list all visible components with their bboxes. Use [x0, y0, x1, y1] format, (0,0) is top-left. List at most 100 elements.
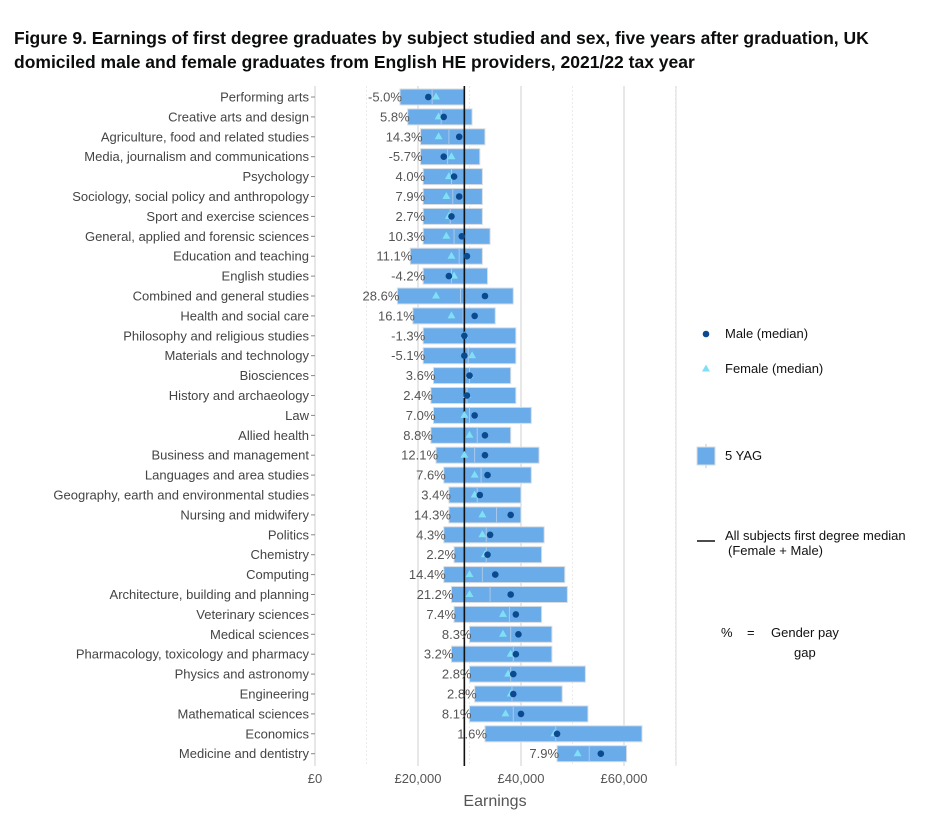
- category-label: Geography, earth and environmental studi…: [53, 488, 309, 503]
- pay-gap-label: 2.8%: [447, 687, 477, 702]
- legend-male-marker: [702, 330, 710, 338]
- category-label: Sport and exercise sciences: [146, 209, 309, 224]
- female-median-marker: [447, 251, 456, 259]
- male-median-marker: [425, 93, 432, 101]
- chart-title: Figure 9. Earnings of first degree gradu…: [14, 28, 869, 72]
- x-tick-label: £60,000: [601, 771, 648, 786]
- earnings-bar: [556, 745, 628, 763]
- bar-layer: [396, 88, 643, 763]
- female-median-marker: [442, 231, 451, 239]
- legend-median-label-2: (Female + Male): [728, 543, 823, 558]
- legend-female-marker: [702, 364, 710, 372]
- earnings-bar: [409, 247, 483, 265]
- earnings-bar: [396, 287, 514, 305]
- category-label: Mathematical sciences: [178, 706, 310, 721]
- female-median-marker: [460, 450, 469, 458]
- male-median-marker: [471, 412, 478, 419]
- male-median-marker: [440, 113, 448, 121]
- earnings-bar: [443, 526, 545, 544]
- male-median-marker: [512, 611, 520, 618]
- female-median-marker: [447, 152, 456, 160]
- category-label: Politics: [268, 527, 310, 542]
- male-median-marker: [491, 571, 499, 578]
- male-median-marker: [484, 551, 491, 558]
- pay-gap-label: 2.4%: [403, 388, 433, 403]
- category-label: Medical sciences: [210, 627, 309, 642]
- legend-pct-equals: =: [747, 625, 755, 640]
- x-tick-label: £40,000: [498, 771, 545, 786]
- male-median-marker: [509, 670, 517, 678]
- female-median-marker: [573, 749, 582, 757]
- label-layer: £0 £20,000 £40,000 £60,000 Performing arts -5…: [53, 90, 647, 787]
- category-label: Sociology, social policy and anthropolog…: [72, 189, 309, 204]
- pay-gap-label: 14.3%: [386, 129, 423, 144]
- category-label: Performing arts: [220, 90, 309, 105]
- male-median-marker: [507, 591, 514, 598]
- pay-gap-label: 21.2%: [417, 587, 454, 602]
- male-median-marker: [455, 133, 463, 141]
- category-label: Business and management: [151, 448, 309, 463]
- pay-gap-label: 4.0%: [396, 169, 426, 184]
- earnings-bar: [453, 546, 543, 564]
- male-median-marker: [455, 193, 463, 200]
- earnings-bar: [412, 307, 496, 325]
- male-median-marker: [463, 392, 471, 399]
- female-median-marker: [478, 510, 487, 518]
- earnings-bar: [448, 486, 522, 504]
- male-median-marker: [507, 511, 514, 519]
- earnings-bar: [474, 685, 563, 703]
- earnings-bar: [453, 605, 543, 623]
- pay-gap-label: 14.3%: [414, 507, 451, 522]
- female-median-marker: [465, 590, 474, 597]
- male-median-marker: [448, 213, 455, 220]
- category-label: Allied health: [238, 428, 309, 443]
- male-median-marker: [481, 451, 489, 459]
- male-median-marker: [509, 690, 517, 698]
- pay-gap-label: 11.1%: [376, 249, 412, 264]
- pay-gap-label: 3.4%: [421, 488, 451, 503]
- category-label: General, applied and forensic sciences: [85, 229, 310, 244]
- earnings-bar: [469, 665, 586, 683]
- female-median-marker: [460, 410, 469, 418]
- category-label: Materials and technology: [164, 348, 309, 363]
- pay-gap-label: -1.3%: [391, 328, 425, 343]
- legend-median-label-1: All subjects first degree median: [725, 528, 906, 543]
- legend-bar-swatch: [696, 446, 716, 466]
- category-label: Media, journalism and communications: [84, 149, 309, 164]
- pay-gap-label: 14.4%: [409, 567, 446, 582]
- earnings-bar: [484, 725, 643, 743]
- category-label: Law: [285, 408, 309, 423]
- category-label: Architecture, building and planning: [110, 587, 309, 602]
- male-median-marker: [445, 272, 453, 280]
- pay-gap-label: 7.9%: [396, 189, 426, 204]
- category-label: Health and social care: [180, 308, 309, 323]
- female-median-marker: [434, 132, 443, 140]
- legend-female-label: Female (median): [725, 361, 823, 376]
- male-median-marker: [486, 531, 494, 539]
- category-label: Veterinary sciences: [196, 607, 309, 622]
- pay-gap-label: 7.4%: [426, 607, 456, 622]
- pay-gap-label: 5.8%: [380, 109, 410, 124]
- female-median-marker: [432, 92, 441, 100]
- pay-gap-label: -5.7%: [389, 149, 423, 164]
- male-median-marker: [440, 153, 448, 160]
- male-median-marker: [484, 471, 491, 479]
- earnings-bar: [469, 705, 589, 723]
- pay-gap-label: 1.6%: [457, 726, 487, 741]
- x-tick-label: £20,000: [395, 771, 442, 786]
- grid-layer: [311, 86, 677, 766]
- category-label: Biosciences: [240, 368, 310, 383]
- female-median-marker: [465, 430, 474, 438]
- category-label: Philosophy and religious studies: [123, 328, 309, 343]
- earnings-bar: [430, 387, 517, 404]
- pay-gap-label: 4.3%: [416, 527, 446, 542]
- category-label: Psychology: [243, 169, 310, 184]
- male-median-marker: [450, 173, 458, 180]
- male-median-marker: [553, 730, 561, 738]
- pay-gap-label: 2.7%: [396, 209, 426, 224]
- legend-pct-label-1: Gender pay: [771, 625, 839, 640]
- category-label: Agriculture, food and related studies: [101, 129, 310, 144]
- male-median-marker: [471, 312, 478, 320]
- pay-gap-label: -5.1%: [391, 348, 425, 363]
